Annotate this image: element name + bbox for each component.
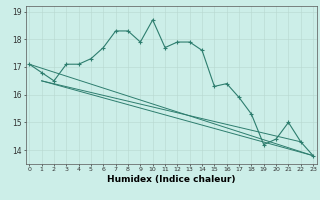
- X-axis label: Humidex (Indice chaleur): Humidex (Indice chaleur): [107, 175, 236, 184]
